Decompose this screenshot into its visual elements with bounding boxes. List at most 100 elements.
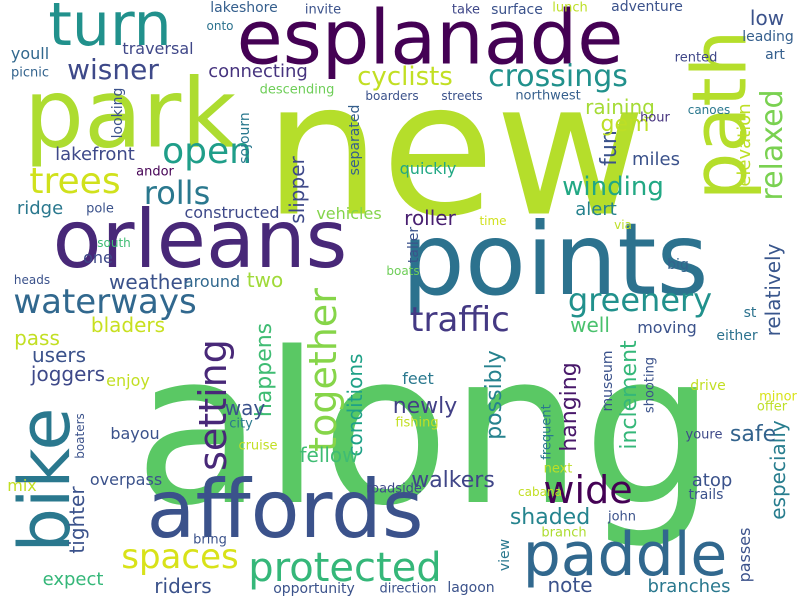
word-ridge: ridge (16, 198, 64, 219)
word-trails: trails (688, 487, 724, 503)
word-onto: onto (206, 19, 234, 33)
word-greenery: greenery (567, 281, 713, 319)
word-waterways: waterways (13, 282, 197, 322)
word-vehicles: vehicles (316, 204, 382, 223)
word-view: view (497, 538, 513, 572)
word-bring: bring (193, 532, 227, 548)
word-tighter: tighter (65, 486, 89, 554)
word-bladers: bladers (90, 313, 166, 337)
word-affords: affords (146, 463, 424, 556)
word-raining: raining (585, 95, 655, 119)
word-together: together (301, 288, 345, 452)
word-moving: moving (637, 318, 697, 337)
word-winding: winding (562, 172, 664, 202)
word-andor: andor (136, 164, 174, 180)
word-walkers: walkers (411, 468, 495, 493)
word-points: points (401, 201, 709, 318)
word-wide: wide (543, 468, 633, 512)
word-lagoon: lagoon (447, 580, 495, 596)
word-mix: mix (7, 476, 37, 495)
word-quickly: quickly (399, 159, 457, 178)
word-lakefront: lakefront (55, 144, 135, 165)
word-feet: feet (402, 369, 434, 388)
word-expect: expect (42, 569, 104, 590)
word-possibly: possibly (482, 350, 507, 440)
word-picnic: picnic (10, 65, 50, 81)
word-connecting: connecting (208, 61, 308, 82)
word-rolls: rolls (143, 174, 211, 212)
word-safe: safe (729, 422, 777, 447)
word-overpass: overpass (89, 470, 163, 489)
word-streets: streets (441, 89, 483, 103)
word-users: users (31, 343, 87, 367)
word-miles: miles (632, 149, 680, 170)
word-opportunity: opportunity (273, 581, 355, 597)
word-pass: pass (14, 326, 60, 350)
word-low: low (749, 6, 785, 30)
word-shooting: shooting (642, 356, 658, 414)
word-fishing: fishing (395, 415, 439, 431)
word-minor: minor (759, 389, 797, 405)
word-two: two (246, 268, 284, 292)
word-relatively: relatively (761, 243, 785, 337)
word-descending: descending (259, 82, 335, 98)
word-protected: protected (248, 545, 442, 591)
word-newly: newly (392, 394, 458, 419)
word-bayou: bayou (110, 424, 160, 443)
word-new: new (263, 41, 647, 258)
word-open: open (162, 131, 252, 172)
word-museum: museum (600, 350, 616, 412)
word-constructed: constructed (184, 203, 280, 222)
word-alert: alert (575, 199, 617, 220)
word-lakeshore: lakeshore (210, 0, 278, 16)
word-northwest: northwest (515, 88, 581, 104)
word-boaters: boaters (73, 413, 87, 459)
word-time: time (479, 214, 507, 228)
word-youre: youre (685, 427, 723, 443)
word-atop: atop (691, 470, 733, 491)
word-elevation: elevation (734, 103, 755, 187)
word-orleans: orleans (52, 193, 348, 286)
word-direction: direction (379, 581, 437, 597)
word-canoes: canoes (687, 103, 731, 117)
word-drive: drive (690, 378, 726, 394)
word-invite: invite (304, 2, 342, 18)
word-frequent: frequent (539, 404, 555, 460)
word-cruise: cruise (238, 438, 278, 454)
word-looking: looking (110, 87, 126, 139)
word-branches: branches (647, 576, 731, 597)
word-city: city (229, 416, 253, 432)
word-along: along (134, 307, 716, 552)
word-taller: taller (406, 226, 422, 264)
word-weather: weather (109, 270, 191, 294)
word-boats: boats (386, 264, 420, 278)
word-park: park (23, 59, 237, 170)
word-shaded: shaded (509, 505, 591, 530)
word-riders: riders (154, 574, 212, 598)
word-south: south (97, 236, 131, 250)
word-wisner: wisner (67, 53, 159, 86)
word-big: big (667, 257, 689, 273)
word-sojourn: sojourn (237, 112, 253, 164)
word-gem: gem (600, 112, 650, 137)
word-lunch: lunch (552, 0, 588, 16)
word-crossings: crossings (488, 59, 628, 94)
word-heads: heads (13, 273, 51, 287)
word-john: john (607, 509, 637, 525)
word-roadside: roadside (366, 481, 422, 497)
word-traffic: traffic (410, 300, 510, 340)
word-st: st (743, 305, 757, 321)
word-inclement: inclement (617, 340, 642, 450)
word-surface: surface (491, 2, 543, 18)
word-leading: leading (742, 29, 794, 45)
word-note: note (547, 573, 593, 597)
word-conditions: conditions (343, 353, 367, 457)
word-next: next (543, 461, 573, 477)
word-fellow: fellow (299, 443, 359, 467)
word-relaxed: relaxed (755, 89, 790, 201)
word-slipper: slipper (285, 156, 309, 224)
word-rented: rented (674, 50, 718, 66)
word-paddle: paddle (522, 520, 728, 590)
word-take: take (451, 2, 481, 18)
word-either: either (716, 328, 758, 344)
